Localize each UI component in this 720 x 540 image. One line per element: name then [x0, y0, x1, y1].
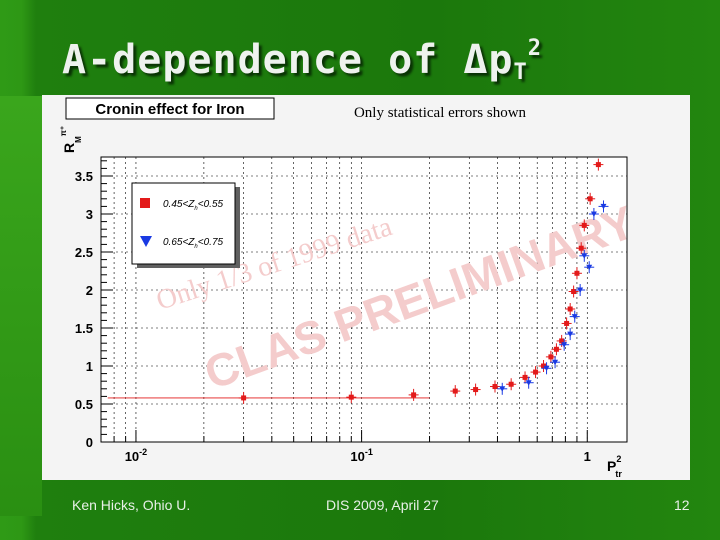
series-1-point — [541, 363, 547, 369]
footer-event: DIS 2009, April 27 — [326, 497, 439, 513]
y-axis-label-sub: M — [74, 136, 83, 143]
y-tick-label: 2 — [86, 283, 93, 298]
series-1-point — [567, 306, 573, 312]
series-1-point — [559, 338, 565, 344]
series-2-point — [543, 365, 550, 372]
series-1-point — [571, 289, 577, 295]
data-marks — [107, 158, 609, 404]
footer-page-number: 12 — [674, 497, 690, 513]
x-axis-label-sup: 2 — [616, 454, 621, 464]
chart-title: Cronin effect for Iron — [95, 101, 244, 118]
series-1-point — [581, 222, 587, 228]
series-1-point — [492, 384, 498, 390]
y-axis-label-main: R — [61, 143, 77, 153]
series-2-point — [525, 380, 532, 386]
x-axis-label: P2 tr — [607, 454, 622, 479]
legend-label-series-1: 0.45<Zh<0.55 — [163, 199, 224, 212]
series-1-point — [578, 245, 584, 251]
series-2-point — [499, 386, 506, 392]
x-tick-label: 10-2 — [125, 447, 147, 464]
series-2-point — [600, 203, 607, 210]
y-tick-label: 1.5 — [75, 321, 93, 336]
series-1-point — [533, 369, 539, 375]
footer-author: Ken Hicks, Ohio U. — [72, 497, 191, 513]
series-2-point — [581, 253, 588, 259]
series-1-point — [564, 320, 570, 326]
series-1-point — [548, 354, 554, 360]
y-tick-label: 2.5 — [75, 245, 93, 260]
chart-title-box — [65, 97, 275, 120]
y-tick-label: 0 — [86, 435, 93, 450]
chart-subtitle: Only statistical errors shown — [354, 105, 527, 121]
x-axis: 10-2 10-1 1 — [100, 430, 591, 464]
y-tick-label: 0.5 — [75, 397, 93, 412]
series-1-point — [595, 162, 601, 168]
series-2-point — [561, 342, 568, 348]
series-2-point — [567, 331, 574, 338]
series-1-point — [411, 392, 417, 398]
series-1-point — [473, 387, 479, 393]
y-tick-label: 3 — [86, 207, 93, 222]
series-2-point — [577, 287, 584, 293]
legend-box — [131, 182, 236, 265]
series-2-point — [586, 264, 593, 271]
series-1-point — [587, 196, 593, 202]
x-tick-label: 10-1 — [350, 447, 372, 464]
x-axis-label-sub: tr — [615, 469, 622, 479]
slide-title: A-dependence of ΔpT2 — [62, 36, 542, 85]
y-axis-label-sup: π⁺ — [59, 126, 68, 136]
y-tick-label: 3.5 — [75, 169, 93, 184]
series-1-point — [522, 374, 528, 380]
series-2-point — [571, 314, 578, 320]
x-tick-label: 1 — [584, 449, 591, 464]
series-2-point — [590, 211, 597, 217]
legend: 0.45<Zh<0.55 0.65<Zh<0.75 — [131, 182, 240, 268]
series-1-point — [348, 394, 354, 400]
slide-side-band — [0, 96, 42, 516]
legend-label-series-2: 0.65<Zh<0.75 — [163, 237, 224, 250]
series-1-point — [241, 395, 247, 401]
series-1-point — [574, 270, 580, 276]
y-axis-label: RMπ⁺ — [59, 126, 83, 153]
series-1-point — [452, 388, 458, 394]
x-axis-label-main: P — [607, 458, 616, 474]
legend-marker-square — [140, 198, 150, 208]
series-1-point — [508, 381, 514, 387]
svg-text:RMπ⁺: RMπ⁺ — [59, 126, 83, 153]
series-2-point — [552, 359, 559, 366]
series-1-point — [553, 346, 559, 352]
legend-marker-triangle — [140, 236, 152, 247]
y-tick-label: 1 — [86, 359, 93, 374]
y-axis: 0 0.5 1 1.5 2 2.5 3 3.5 — [75, 160, 113, 450]
